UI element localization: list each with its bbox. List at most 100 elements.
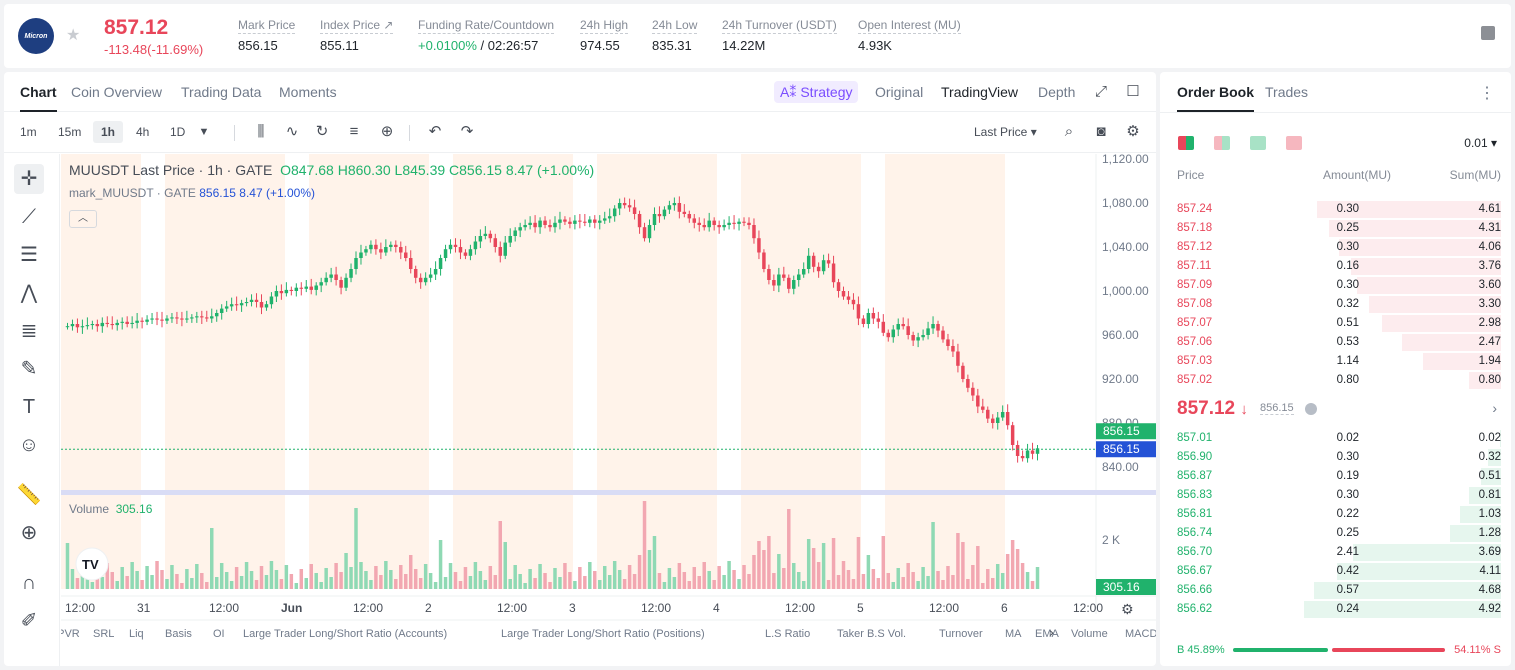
ruler-icon[interactable]: 📏: [16, 484, 42, 506]
templates-icon[interactable]: ≡: [349, 123, 359, 140]
ask-row[interactable]: 857.07 0.51 2.98: [1160, 314, 1511, 333]
magnet-icon[interactable]: ∩: [21, 572, 37, 594]
zoom-in-icon[interactable]: ⊕: [20, 522, 38, 544]
collapse-legend-button[interactable]: ︿: [69, 210, 97, 228]
bid-row[interactable]: 856.62 0.24 4.92: [1160, 600, 1511, 619]
ask-row[interactable]: 857.02 0.80 0.80: [1160, 371, 1511, 390]
axis-settings-icon[interactable]: ⚙: [1121, 602, 1134, 618]
alert-add-icon[interactable]: ⊕: [380, 123, 394, 140]
mid-price[interactable]: 857.12 ↓: [1177, 398, 1248, 420]
indicator-chip[interactable]: Liq: [129, 628, 144, 640]
stat-label[interactable]: Funding Rate/Countdown: [418, 18, 555, 34]
timeframe-15m[interactable]: 15m: [58, 125, 82, 139]
compare-icon[interactable]: ↻: [315, 123, 329, 140]
view-bids-icon[interactable]: [1250, 136, 1266, 150]
timeframe-1d[interactable]: 1D: [170, 125, 186, 139]
expand-icon[interactable]: ⤢: [1094, 83, 1107, 100]
indicator-chip[interactable]: Taker B.S Vol.: [837, 628, 906, 640]
chart-canvas[interactable]: 1,120.00 1,080.00 1,040.00 1,000.00 960.00 92…: [4, 152, 1156, 666]
tab-original[interactable]: Original: [875, 84, 924, 100]
crosshair-icon[interactable]: ✛: [14, 164, 44, 194]
bid-row[interactable]: 856.66 0.57 4.68: [1160, 581, 1511, 600]
tab-coin-overview[interactable]: Coin Overview: [71, 84, 163, 100]
ask-row[interactable]: 857.03 1.14 1.94: [1160, 352, 1511, 371]
text-icon[interactable]: T: [22, 396, 36, 418]
depth-bar: [1381, 315, 1501, 332]
notes-icon[interactable]: [1481, 26, 1495, 40]
tab-trades[interactable]: Trades: [1265, 84, 1309, 100]
timeframe-dropdown-icon[interactable]: ▼: [198, 126, 210, 138]
timeframe-1m[interactable]: 1m: [20, 125, 37, 139]
info-icon[interactable]: [1305, 403, 1317, 415]
price-chart[interactable]: 1,120.00 1,080.00 1,040.00 1,000.00 960.00 92…: [4, 152, 1156, 666]
indicator-chip[interactable]: L.S Ratio: [765, 628, 810, 640]
candle-type-icon[interactable]: ⫼: [257, 123, 265, 140]
ask-row[interactable]: 857.24 0.30 4.61: [1160, 200, 1511, 219]
stat-label[interactable]: Open Interest (MU): [858, 18, 961, 34]
indicator-chip[interactable]: Turnover: [939, 628, 983, 640]
fib-icon[interactable]: ≣: [20, 320, 38, 342]
trendline-icon[interactable]: ⟋: [22, 206, 36, 228]
bid-row[interactable]: 856.74 0.25 1.28: [1160, 524, 1511, 543]
indicator-chip[interactable]: Large Trader Long/Short Ratio (Accounts): [243, 628, 447, 640]
tab-order-book[interactable]: Order Book: [1177, 84, 1255, 112]
chevron-right-icon[interactable]: ›: [1492, 400, 1497, 416]
indicator-chip[interactable]: Basis: [165, 628, 192, 640]
view-both-icon[interactable]: [1178, 136, 1194, 150]
tick-size-select[interactable]: 0.01 ▾: [1464, 136, 1497, 150]
ask-row[interactable]: 857.18 0.25 4.31: [1160, 219, 1511, 238]
tab-chart[interactable]: Chart: [20, 84, 57, 112]
tab-trading-data[interactable]: Trading Data: [181, 84, 262, 100]
ask-row[interactable]: 857.08 0.32 3.30: [1160, 295, 1511, 314]
candle-body: [319, 282, 323, 286]
lock-draw-icon[interactable]: ✐: [20, 610, 38, 632]
bid-row[interactable]: 856.70 2.41 3.69: [1160, 543, 1511, 562]
indicator-chip[interactable]: LPVR: [51, 628, 80, 640]
indicator-chip[interactable]: Large Trader Long/Short Ratio (Positions…: [501, 628, 705, 640]
ask-row[interactable]: 857.12 0.30 4.06: [1160, 238, 1511, 257]
stat-label[interactable]: Index Price ↗: [320, 18, 394, 34]
indicator-chip[interactable]: MACD: [1125, 628, 1156, 640]
candle-body: [428, 274, 433, 278]
favorite-star-icon[interactable]: ★: [66, 27, 81, 44]
bid-row[interactable]: 856.81 0.22 1.03: [1160, 505, 1511, 524]
volume-bar: [369, 580, 373, 589]
ask-row[interactable]: 857.11 0.16 3.76: [1160, 257, 1511, 276]
bid-row[interactable]: 857.01 0.02 0.02: [1160, 429, 1511, 448]
timeframe-4h[interactable]: 4h: [136, 125, 150, 139]
tab-depth[interactable]: Depth: [1038, 84, 1076, 100]
price-type-select[interactable]: Last Price ▾: [974, 125, 1037, 139]
redo-icon[interactable]: ↷: [460, 123, 474, 140]
chevron-right-icon[interactable]: ›: [1049, 626, 1054, 641]
bid-row[interactable]: 856.83 0.30 0.81: [1160, 486, 1511, 505]
indicator-chip[interactable]: OI: [213, 628, 225, 640]
brush-icon[interactable]: ✎: [20, 358, 38, 380]
view-asks-icon[interactable]: [1286, 136, 1302, 150]
timeframe-1h[interactable]: 1h: [93, 121, 124, 143]
stat-label[interactable]: Mark Price: [238, 18, 296, 34]
bid-row[interactable]: 856.67 0.42 4.11: [1160, 562, 1511, 581]
fullscreen-icon[interactable]: ☐: [1126, 83, 1140, 100]
parallel-channel-icon[interactable]: ☰: [20, 244, 38, 266]
tab-moments[interactable]: Moments: [279, 84, 337, 100]
settings-gear-icon[interactable]: ⚙: [1126, 123, 1140, 140]
emoji-icon[interactable]: ☺: [18, 434, 40, 456]
camera-icon[interactable]: ◙: [1096, 123, 1106, 140]
undo-icon[interactable]: ↶: [428, 123, 442, 140]
ask-row[interactable]: 857.06 0.53 2.47: [1160, 333, 1511, 352]
bid-row[interactable]: 856.90 0.30 0.32: [1160, 448, 1511, 467]
pattern-icon[interactable]: ⋀: [20, 282, 38, 304]
tab-tradingview[interactable]: TradingView: [941, 84, 1019, 100]
view-split-icon[interactable]: [1214, 136, 1230, 150]
search-icon[interactable]: ⌕: [1064, 123, 1074, 140]
indicator-chip[interactable]: Volume: [1071, 628, 1108, 640]
ask-row[interactable]: 857.09 0.30 3.60: [1160, 276, 1511, 295]
more-icon[interactable]: ⋮: [1479, 85, 1495, 102]
strategy-button[interactable]: A⁑ Strategy: [774, 81, 859, 103]
indicator-chip[interactable]: MA: [1005, 628, 1022, 640]
indicators-icon[interactable]: ∿: [285, 123, 299, 140]
indicator-chip[interactable]: SRL: [93, 628, 114, 640]
bid-row[interactable]: 856.87 0.19 0.51: [1160, 467, 1511, 486]
indicator-chip[interactable]: EMA: [1035, 628, 1060, 640]
stat-label[interactable]: 24h Turnover (USDT): [722, 18, 837, 34]
